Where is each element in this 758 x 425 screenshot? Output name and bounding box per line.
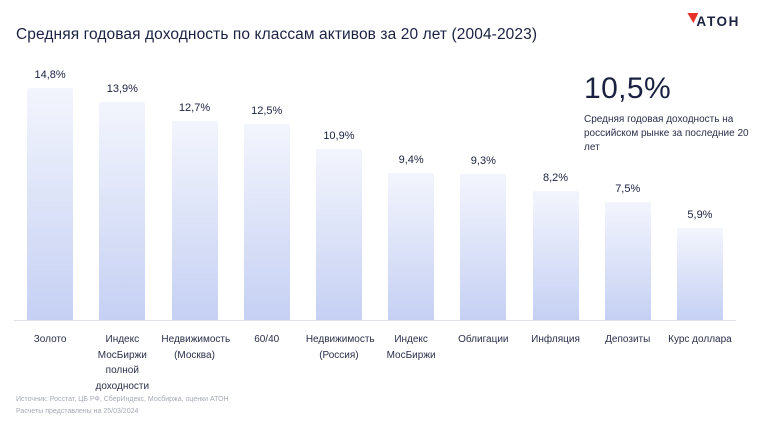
aton-logo-mark-icon <box>687 13 699 23</box>
bar-value-label: 5,9% <box>687 209 713 221</box>
bar <box>676 228 723 320</box>
annotation-description: Средняя годовая доходность на российском… <box>584 114 749 154</box>
footer: Источник: Росстат, ЦБ РФ, СберИндекс, Мо… <box>16 394 229 419</box>
category-label: Индекс МосБиржи полной доходности <box>95 334 150 392</box>
page-title: Средняя годовая доходность по классам ак… <box>16 26 538 43</box>
bar-chart: 14,8% 13,9% 12,7% 12,5% 10,9% 9,4% 9,3% 8,2% 7,5… <box>14 68 736 394</box>
bar <box>171 121 218 320</box>
category-label: Депозиты <box>605 334 651 345</box>
category-label: Курс доллара <box>668 334 732 345</box>
chart-column: 14,8% <box>14 69 86 320</box>
bar <box>243 124 290 320</box>
chart-column: 5,9% <box>664 209 736 320</box>
source-note: Источник: Росстат, ЦБ РФ, СберИндекс, Мо… <box>16 395 229 403</box>
category-label: 60/40 <box>254 334 280 345</box>
chart-column: 9,4% <box>375 154 447 320</box>
chart-column: 7,5% <box>592 183 664 320</box>
bar-value-label: 8,2% <box>542 172 569 184</box>
bar <box>27 88 74 320</box>
bar-value-label: 12,5% <box>251 105 283 117</box>
category-label: Золото <box>33 334 67 345</box>
bar-value-label: 7,5% <box>615 183 641 195</box>
bar-value-label: 9,3% <box>470 155 496 167</box>
highlight-annotation: 10,5% Средняя годовая доходность на росс… <box>584 72 754 156</box>
bars-row: 14,8% 13,9% 12,7% 12,5% 10,9% 9,4% 9,3% 8,2% 7,5… <box>14 68 736 320</box>
bar <box>604 202 651 320</box>
chart-column: 13,9% <box>86 83 158 320</box>
category-label: Индекс МосБиржи <box>386 334 436 361</box>
category-label: Облигации <box>458 334 509 345</box>
aton-logo-text: АТОН <box>696 14 740 29</box>
chart-column: 9,3% <box>447 155 519 320</box>
category-label: Инфляция <box>531 334 580 345</box>
bar-value-label: 10,9% <box>323 130 355 142</box>
bar <box>388 173 435 320</box>
chart-column: 12,7% <box>158 102 230 320</box>
chart-column: 12,5% <box>231 105 303 320</box>
bar-value-label: 12,7% <box>178 102 211 114</box>
bar <box>99 102 146 320</box>
calc-note: Расчеты представлены на 25/03/2024 <box>16 407 139 415</box>
chart-column: 10,9% <box>303 130 375 320</box>
bar-value-label: 13,9% <box>106 83 138 95</box>
category-label: Недвижимость (Россия) <box>305 334 375 361</box>
bar-value-label: 9,4% <box>398 154 424 166</box>
category-label: Недвижимость (Москва) <box>161 334 231 361</box>
bar <box>532 191 579 320</box>
x-axis-line <box>14 320 736 321</box>
aton-logo: АТОН <box>687 13 740 29</box>
bar <box>315 149 362 320</box>
chart-column: 8,2% <box>519 172 591 320</box>
annotation-value: 10,5% <box>584 72 672 105</box>
labels-row: Золото Индекс МосБиржи полной доходности Н… <box>14 321 736 394</box>
bar <box>460 174 507 320</box>
bar-value-label: 14,8% <box>34 69 66 81</box>
